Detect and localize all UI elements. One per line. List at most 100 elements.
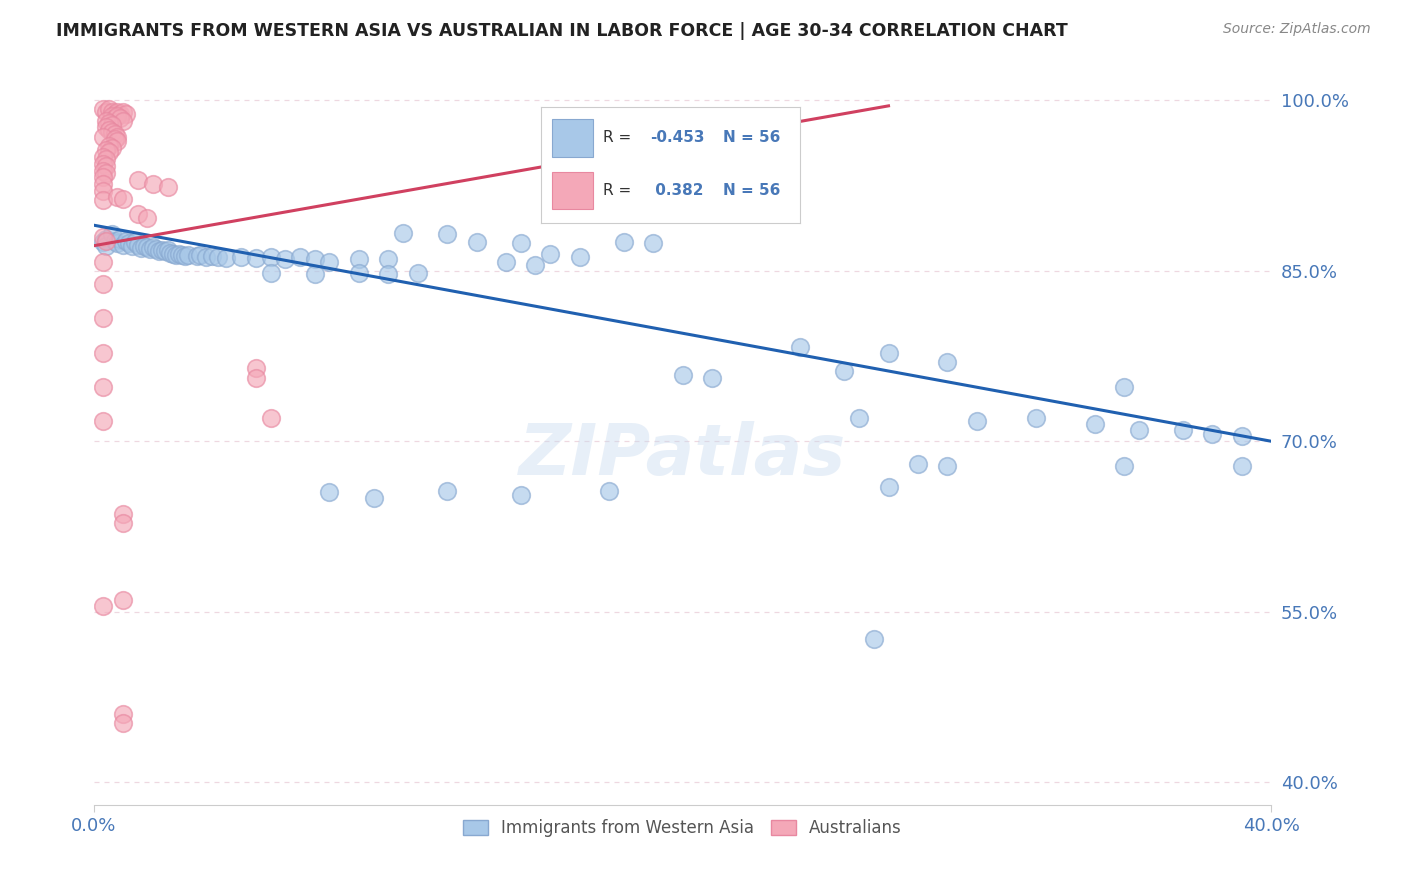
Point [127,173,149,187]
Point [568,250,591,264]
Point [1112,459,1135,474]
Point [142,178,165,192]
Point [156,179,179,194]
Point [100,104,122,119]
Point [129,241,152,255]
Point [103,107,125,121]
Point [165,248,187,262]
Point [94,143,117,157]
Point [103,234,125,248]
Point [91,150,114,164]
Point [91,379,114,393]
Text: Source: ZipAtlas.com: Source: ZipAtlas.com [1223,22,1371,37]
Point [229,250,252,264]
Point [112,593,135,607]
Point [1171,423,1194,437]
Point [274,252,297,267]
Point [159,245,181,260]
Point [641,236,664,251]
Point [347,252,370,267]
Point [172,248,194,262]
Point [91,345,114,359]
Text: ZIPatlas: ZIPatlas [519,421,846,491]
Point [124,235,146,250]
Point [877,345,900,359]
Point [91,277,114,292]
Point [100,227,122,242]
Point [245,251,267,265]
Point [188,248,211,262]
Point [377,252,399,267]
Point [107,190,129,204]
Point [91,311,114,326]
Point [91,157,114,171]
Point [127,237,149,252]
Point [107,134,129,148]
Point [1201,427,1223,442]
Point [115,107,138,121]
Point [97,122,120,136]
Point [259,266,281,280]
Point [162,246,184,260]
Point [91,184,114,198]
Point [94,104,117,119]
Point [304,267,326,281]
Point [1112,379,1135,393]
Point [139,242,162,256]
Point [110,232,132,246]
Point [392,226,415,240]
Point [110,112,132,126]
Point [94,234,117,248]
Point [91,229,114,244]
Point [406,266,429,280]
Point [100,109,122,123]
Point [150,244,173,258]
Point [598,484,620,499]
Point [100,141,122,155]
Point [153,244,176,259]
Point [700,370,723,384]
Point [288,250,311,264]
Point [877,480,900,494]
Point [115,234,138,248]
Point [107,129,129,144]
Point [110,107,132,121]
Point [169,246,191,260]
Point [377,267,399,281]
Point [465,235,488,250]
Point [538,246,561,260]
Point [436,227,458,242]
Point [91,254,114,268]
Point [94,159,117,173]
Point [966,414,988,428]
Point [112,192,135,206]
Point [94,166,117,180]
Point [103,128,125,142]
Point [112,237,135,252]
Point [94,238,117,252]
Point [132,238,155,252]
Point [103,132,125,146]
Point [834,364,856,378]
Point [862,632,884,646]
Point [304,252,326,267]
Point [177,248,200,262]
Point [207,250,229,264]
Point [135,240,157,254]
Point [495,254,517,268]
Point [436,484,458,499]
Point [245,370,267,384]
Point [91,129,114,144]
Point [107,109,129,123]
Point [107,104,129,119]
Legend: Immigrants from Western Asia, Australians: Immigrants from Western Asia, Australian… [457,813,908,844]
Point [100,125,122,139]
Point [145,242,167,256]
Point [936,354,959,368]
Point [107,236,129,251]
Point [363,491,385,505]
Point [1083,417,1105,432]
Point [91,599,114,613]
Point [112,516,135,530]
Point [91,193,114,207]
